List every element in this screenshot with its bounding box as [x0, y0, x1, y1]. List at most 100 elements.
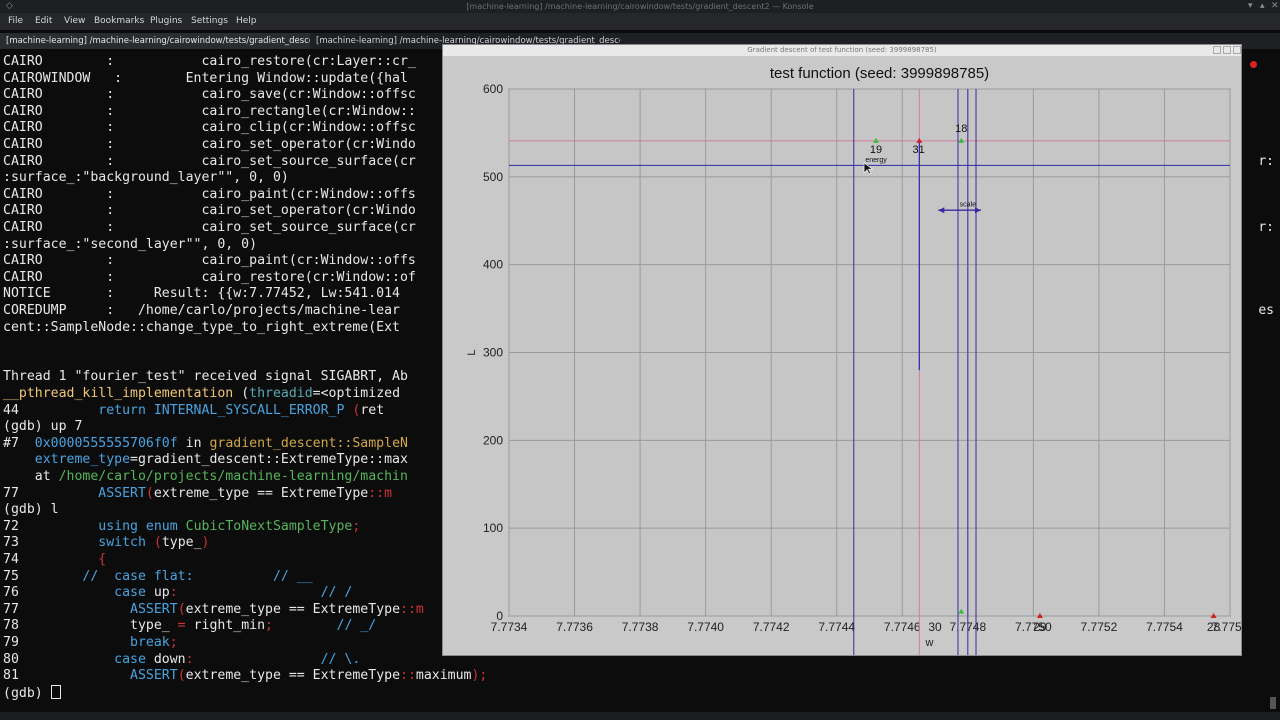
menu-settings[interactable]: Settings: [191, 16, 228, 26]
terminal-text: 79: [3, 635, 131, 650]
menu-plugins[interactable]: Plugins: [150, 16, 183, 26]
x-tick-label: 7.7738: [622, 620, 659, 634]
menu-help[interactable]: Help: [236, 16, 257, 26]
scale-arrow-left-head: [938, 207, 945, 214]
close-icon[interactable]: ✕: [1271, 1, 1279, 11]
terminal-text: CAIRO : cairo_save(cr:Window::offsc: [3, 87, 416, 103]
terminal-text: ::m: [400, 601, 424, 617]
terminal-line: (gdb): [3, 684, 61, 702]
annotation-label: 19: [870, 144, 882, 156]
terminal-text: :: [185, 651, 194, 667]
terminal-text: 73: [3, 535, 99, 551]
terminal-text: 72: [3, 518, 99, 534]
terminal-text: // case flat: // __: [82, 568, 313, 584]
terminal-text: :: [169, 585, 178, 601]
plot-minimize-icon[interactable]: [1213, 46, 1221, 54]
terminal-line: CAIRO : cairo_clip(cr:Window::offsc: [3, 120, 416, 137]
terminal-fragment: r:: [1258, 153, 1274, 169]
plot-window-titlebar: Gradient descent of test function (seed:…: [443, 45, 1241, 56]
window-menu-icon[interactable]: ◇: [6, 1, 13, 11]
x-tick-label: 7.7752: [1081, 620, 1118, 634]
terminal-text: extreme_type: [3, 452, 131, 468]
plot-canvas[interactable]: test function (seed: 3999898785) 0 100 200 3…: [443, 56, 1241, 655]
terminal-line: 80 case down: // \.: [3, 652, 360, 669]
x-tick-overlay-label: 28: [1207, 620, 1221, 634]
x-tick-label: 7.7740: [687, 620, 724, 634]
x-tick-overlay-label: 30: [928, 620, 942, 634]
terminal-text: gradient_descent::SampleN: [209, 435, 408, 451]
terminal-text: extreme_type == ExtremeType: [185, 601, 401, 617]
x-tick-label: 7.7746: [884, 620, 921, 634]
menu-edit[interactable]: Edit: [35, 16, 53, 26]
terminal-text: CAIRO : cairo_paint(cr:Window::offs: [3, 186, 416, 202]
x-tick-label: 7.7734: [491, 620, 528, 634]
terminal-line: CAIRO : cairo_restore(cr:Layer::cr_: [3, 54, 416, 71]
terminal-line: 78 type_ = right_min; // _/: [3, 618, 376, 635]
terminal-text: NOTICE : Result: {{w:7.77452, Lw:541.014: [3, 286, 400, 302]
terminal-scrollbar[interactable]: [1270, 697, 1276, 709]
terminal-text: ): [201, 535, 210, 551]
y-tick-label: 300: [483, 346, 503, 360]
terminal-text: // _/: [272, 618, 377, 634]
plot-window[interactable]: Gradient descent of test function (seed:…: [442, 44, 1242, 656]
terminal-text: __pthread_kill_implementation: [3, 386, 234, 401]
tab-1[interactable]: [machine-learning] /machine-learning/cai…: [0, 33, 310, 49]
terminal-text: 78 type_: [3, 618, 178, 634]
menu-file[interactable]: File: [8, 16, 24, 26]
x-tick-label: 7.7754: [1146, 620, 1183, 634]
terminal-text: CAIRO : cairo_set_source_surface(cr: [3, 153, 416, 169]
terminal-text: (gdb) up 7: [3, 419, 83, 435]
annotation-label: 31: [913, 144, 925, 156]
chart-title: test function (seed: 3999898785): [770, 65, 989, 82]
terminal-text: (gdb): [3, 685, 51, 701]
x-axis-label: w: [925, 637, 934, 649]
menu-bookmarks[interactable]: Bookmarks: [94, 16, 145, 26]
data-point: [1210, 613, 1217, 618]
plot-maximize-icon[interactable]: [1223, 46, 1231, 54]
terminal-line: cent::SampleNode::change_type_to_right_e…: [3, 320, 400, 337]
terminal-text: extreme_type == ExtremeType: [153, 485, 369, 501]
terminal-line: CAIRO : cairo_paint(cr:Window::offs: [3, 253, 416, 270]
terminal-line: 79 break;: [3, 635, 178, 652]
maximize-icon[interactable]: ▴: [1260, 1, 1265, 11]
y-tick-label: 500: [483, 170, 503, 184]
terminal-text: (gdb) l: [3, 502, 59, 518]
terminal-text: ret: [360, 402, 385, 418]
y-tick-label: 400: [483, 258, 503, 272]
terminal-text: 44: [3, 402, 99, 418]
terminal-text: CAIRO : cairo_restore(cr:Layer::cr_: [3, 54, 416, 69]
menu-view[interactable]: View: [64, 16, 86, 26]
tab-2[interactable]: [machine-learning] /machine-learning/cai…: [310, 33, 620, 49]
terminal-line: 81 ASSERT(extreme_type == ExtremeType::m…: [3, 668, 487, 685]
terminal-text: case: [114, 651, 146, 667]
terminal-line: (gdb) up 7: [3, 419, 82, 436]
terminal-line: #7 0x0000555555706f0f in gradient_descen…: [3, 436, 408, 453]
terminal-line: 74 {: [3, 552, 106, 569]
terminal-line: COREDUMP : /home/carlo/projects/machine-…: [3, 303, 400, 320]
scale-arrow-right-head: [974, 207, 981, 214]
terminal-text: COREDUMP : /home/carlo/projects/machine-…: [3, 303, 400, 318]
terminal-text: 77: [3, 485, 99, 501]
data-point: [958, 137, 965, 143]
terminal-line: NOTICE : Result: {{w:7.77452, Lw:541.014: [3, 286, 400, 303]
terminal-text: 81: [3, 668, 131, 684]
terminal-text: =: [177, 618, 186, 634]
terminal-text: ::m: [368, 485, 393, 501]
terminal-line: :surface_:"second_layer"", 0, 0): [3, 237, 257, 254]
terminal-text: 0x0000555555706f0f: [34, 435, 178, 451]
terminal-cursor: [50, 684, 61, 699]
terminal-text: extreme_type == ExtremeType: [185, 668, 401, 684]
plot-close-icon[interactable]: [1233, 46, 1241, 54]
terminal-line: 72 using enum CubicToNextSampleType;: [3, 519, 360, 536]
minimize-icon[interactable]: ▾: [1248, 1, 1253, 11]
terminal-text: down: [145, 651, 186, 667]
terminal-line: CAIRO : cairo_set_source_surface(cr: [3, 154, 416, 171]
window-titlebar: ◇ [machine-learning] /machine-learning/c…: [0, 0, 1280, 13]
annotation-label: 18: [955, 123, 967, 135]
terminal-text: 80: [3, 651, 115, 667]
terminal-line: CAIRO : cairo_set_operator(cr:Windo: [3, 203, 416, 220]
terminal-line: CAIRO : cairo_paint(cr:Window::offs: [3, 187, 416, 204]
terminal-text: CAIRO : cairo_set_operator(cr:Windo: [3, 203, 416, 219]
terminal-text: =<optimized: [312, 386, 401, 401]
terminal-line: 44 return INTERNAL_SYSCALL_ERROR_P (ret: [3, 403, 384, 420]
